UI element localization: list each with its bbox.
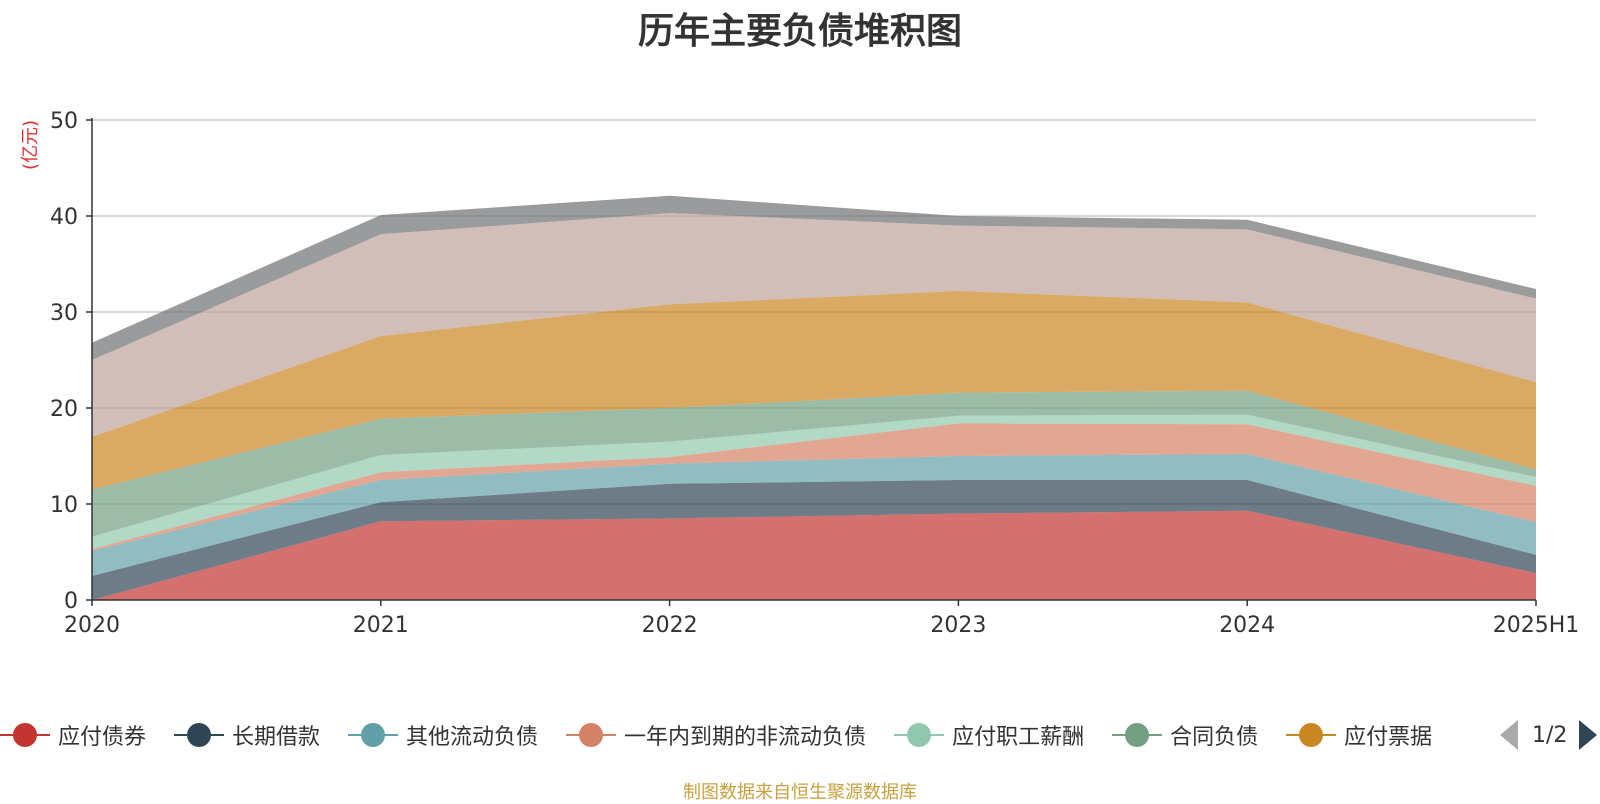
legend-label: 长期借款 (232, 725, 321, 750)
legend-item[interactable]: 应付债券 (0, 719, 146, 751)
legend-item[interactable]: 应付职工薪酬 (894, 719, 1084, 751)
x-tick-label: 2023 (930, 613, 986, 638)
area-series-2 (92, 480, 1536, 600)
legend-marker-icon (1112, 723, 1163, 747)
area-series-3 (92, 454, 1536, 576)
legend-marker-icon (566, 723, 617, 747)
x-tick-label: 2024 (1219, 613, 1275, 638)
area-series-4 (92, 423, 1536, 551)
area-series-8 (92, 213, 1536, 437)
legend-next-page-button[interactable] (1579, 720, 1598, 750)
legend-marker-icon (174, 723, 225, 747)
legend-marker-icon (348, 723, 399, 747)
area-series-1 (92, 510, 1536, 600)
chart-plot: 0 10 20 30 40 50 2020 2021 2022 2023 2024 2025H1 (亿… (20, 109, 1579, 638)
y-tick-label: 10 (50, 493, 78, 518)
x-tick-label: 2020 (64, 613, 120, 638)
y-tick-label: 20 (50, 397, 78, 422)
legend-item[interactable]: 一年内到期的非流动负债 (566, 719, 866, 751)
y-tick-label: 30 (50, 301, 78, 326)
axes: 0 10 20 30 40 50 2020 2021 2022 2023 2024 2025H1 (50, 109, 1579, 638)
area-series-layer (92, 195, 1536, 600)
y-axis-unit-label: (亿元) (20, 120, 41, 170)
chart-title: 历年主要负债堆积图 (637, 11, 962, 52)
x-tick-label: 2025H1 (1493, 613, 1580, 638)
area-series-7 (92, 290, 1536, 490)
legend-label: 一年内到期的非流动负债 (624, 725, 867, 750)
area-series-6 (92, 390, 1536, 537)
legend-marker-icon (1286, 723, 1337, 747)
legend-marker-icon (894, 723, 945, 747)
legend-label: 合同负债 (1170, 725, 1259, 750)
legend-pager: 1/2 (1500, 718, 1598, 752)
x-tick-label: 2022 (642, 613, 698, 638)
y-tick-label: 50 (50, 109, 78, 134)
legend-item[interactable]: 长期借款 (174, 719, 320, 751)
y-tick-label: 40 (50, 205, 78, 230)
legend-item[interactable]: 合同负债 (1112, 719, 1258, 751)
x-tick-label: 2021 (353, 613, 409, 638)
y-tick-label: 0 (64, 589, 78, 614)
legend-label: 应付票据 (1344, 725, 1433, 750)
legend-label: 应付债券 (58, 725, 147, 750)
legend-marker-icon (0, 723, 50, 747)
legend-page-indicator: 1/2 (1532, 722, 1568, 748)
legend: 应付债券 长期借款 其他流动负债 一年内到期的非流动负债 应付职工薪酬 合同负债 应付票据 (0, 718, 1460, 752)
source-note: 制图数据来自恒生聚源数据库 (683, 782, 917, 803)
legend-item[interactable]: 应付票据 (1286, 719, 1432, 751)
legend-item[interactable]: 其他流动负债 (348, 719, 538, 751)
legend-label: 应付职工薪酬 (952, 725, 1085, 750)
legend-prev-page-button[interactable] (1500, 720, 1518, 750)
legend-label: 其他流动负债 (406, 725, 539, 750)
